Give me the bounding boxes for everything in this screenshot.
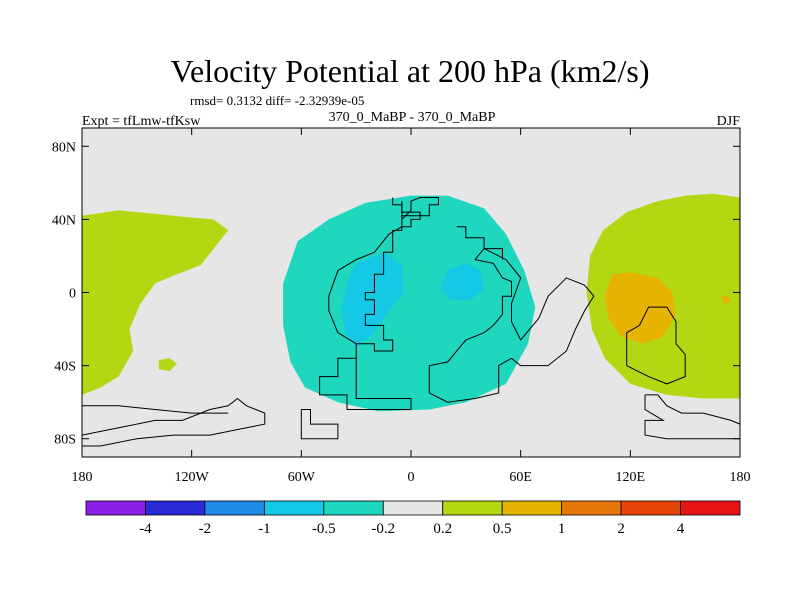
colorbar-label: -0.2 [371,521,395,537]
y-tick-label: 40S [54,360,76,375]
contour-region-negative-0.2-0.5 [283,195,536,412]
coastline-south-mid-coast [300,409,339,440]
y-tick-label: 0 [69,287,76,302]
y-tick-label: 40N [52,213,76,228]
coastline-east-continent-outline [428,247,595,403]
contour-region-positive-0.5-1-spot [721,296,731,304]
colorbar-label: -2 [199,521,212,537]
experiment-label: Expt = tfLmw-tfKsw [82,114,201,129]
colorbar: -4 -2 -1 -0.5 -0.2 0.2 0.5 1 2 4 [85,500,741,537]
colorbar-box [442,500,503,516]
season-label: DJF [717,114,741,129]
colorbar-box [561,500,622,516]
coastline-east-boxes [456,226,503,260]
coastline-southwest-islands [82,405,229,414]
colorbar-label: 2 [617,521,625,537]
colorbar-label: -4 [139,521,152,537]
coastline-americas-outline [319,197,439,410]
x-tick-label: 60W [288,470,316,485]
colorbar-box [680,500,741,516]
comparison-label: 370_0_MaBP - 370_0_MaBP [329,110,496,125]
contour-region-positive-0.2-0.5-spot [158,358,177,372]
x-axis: 180 120W 60W 0 60E 120E 180 [72,128,751,485]
colorbar-box [204,500,265,516]
chart-title: Velocity Potential at 200 hPa (km2/s) [170,53,649,89]
coastline-southwest-coast [82,397,266,447]
y-tick-label: 80S [54,433,76,448]
x-tick-label: 120E [616,470,646,485]
colorbar-box [382,500,444,516]
x-tick-label: 120W [175,470,210,485]
colorbar-label: 1 [558,521,566,537]
colorbar-label: 0.2 [433,521,452,537]
colorbar-box [85,500,146,516]
coastline-north-boxes [392,197,421,228]
coastline-layer [82,197,740,447]
contour-region-positive-0.2-0.5-west [82,210,229,395]
x-tick-label: 60E [509,470,532,485]
colorbar-box [263,500,325,516]
y-tick-label: 80N [52,140,76,155]
colorbar-box [145,500,206,516]
y-axis: 80N 40N 0 40S 80S [52,140,740,448]
coastline-east-australia-outline [626,306,686,385]
coastline-southeast-coast [644,394,740,440]
colorbar-label: -1 [258,521,271,537]
colorbar-box [323,500,384,516]
colorbar-box [501,500,563,516]
x-tick-label: 180 [730,470,751,485]
stats-label: rmsd= 0.3132 diff= -2.32939e-05 [190,93,364,108]
contour-region-positive-0.5-1 [604,272,676,344]
x-tick-label: 0 [408,470,415,485]
colorbar-label: 4 [677,521,685,537]
colorbar-label: -0.5 [312,521,336,537]
contour-region-negative-0.5-1-b [440,263,485,300]
colorbar-box [620,500,681,516]
colorbar-label: 0.5 [493,521,512,537]
x-tick-label: 180 [72,470,93,485]
